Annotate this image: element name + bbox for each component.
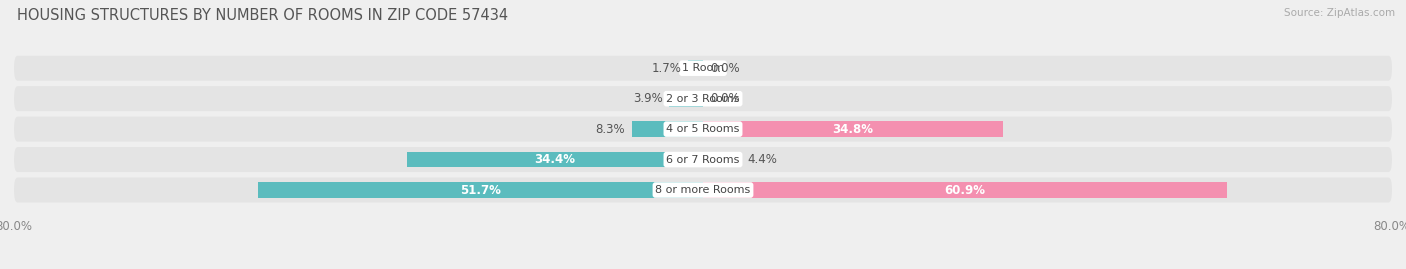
Text: 0.0%: 0.0% [710, 92, 740, 105]
Bar [631, 121, 703, 137]
FancyBboxPatch shape [14, 147, 1392, 172]
Text: 34.8%: 34.8% [832, 123, 873, 136]
Text: 2 or 3 Rooms: 2 or 3 Rooms [666, 94, 740, 104]
Text: 4.4%: 4.4% [748, 153, 778, 166]
Text: 1.7%: 1.7% [651, 62, 682, 75]
Text: 34.4%: 34.4% [534, 153, 575, 166]
Text: 4 or 5 Rooms: 4 or 5 Rooms [666, 124, 740, 134]
Bar [703, 152, 741, 168]
Bar [257, 182, 703, 198]
Text: 0.0%: 0.0% [710, 62, 740, 75]
Text: 51.7%: 51.7% [460, 183, 501, 197]
FancyBboxPatch shape [14, 56, 1392, 81]
FancyBboxPatch shape [14, 117, 1392, 141]
Bar [406, 152, 703, 168]
Text: Source: ZipAtlas.com: Source: ZipAtlas.com [1284, 8, 1395, 18]
Text: 8.3%: 8.3% [595, 123, 624, 136]
FancyBboxPatch shape [14, 178, 1392, 203]
Bar [689, 60, 703, 76]
FancyBboxPatch shape [14, 86, 1392, 111]
Bar [703, 121, 1002, 137]
Bar [703, 182, 1227, 198]
Text: 1 Room: 1 Room [682, 63, 724, 73]
Text: 6 or 7 Rooms: 6 or 7 Rooms [666, 155, 740, 165]
Text: HOUSING STRUCTURES BY NUMBER OF ROOMS IN ZIP CODE 57434: HOUSING STRUCTURES BY NUMBER OF ROOMS IN… [17, 8, 508, 23]
Text: 60.9%: 60.9% [945, 183, 986, 197]
Text: 3.9%: 3.9% [633, 92, 662, 105]
Bar [669, 91, 703, 107]
Text: 8 or more Rooms: 8 or more Rooms [655, 185, 751, 195]
